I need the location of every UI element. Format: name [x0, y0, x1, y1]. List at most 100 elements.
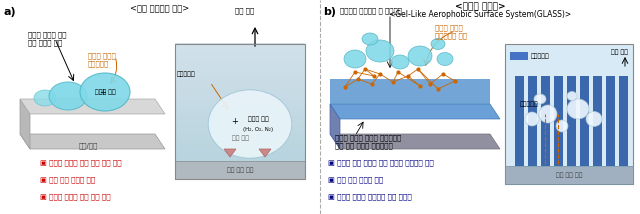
Text: 낮은 압력: 낮은 압력: [611, 49, 628, 55]
Text: 기체 발생 촉매: 기체 발생 촉매: [556, 172, 582, 178]
Text: 촉매 열화: 촉매 열화: [232, 135, 249, 141]
Ellipse shape: [344, 50, 366, 68]
Bar: [175, 156, 305, 161]
Bar: [606, 76, 615, 166]
Text: 부착된 기체로 인한
촉매 비활성 면적: 부착된 기체로 인한 촉매 비활성 면적: [28, 31, 67, 46]
Bar: [175, 83, 305, 89]
Text: <개발한 시스템>: <개발한 시스템>: [454, 2, 506, 11]
Text: 촉매에 차단된
액체전해질: 촉매에 차단된 액체전해질: [88, 52, 116, 67]
Ellipse shape: [525, 112, 539, 126]
Polygon shape: [330, 104, 500, 119]
Bar: [175, 48, 305, 53]
Bar: [528, 76, 537, 166]
Ellipse shape: [391, 55, 409, 69]
Text: b): b): [323, 7, 336, 17]
Text: +: +: [232, 116, 239, 125]
Bar: [175, 119, 305, 125]
Bar: [175, 151, 305, 156]
Text: 지속적인 촉매활성 및 가스생산: 지속적인 촉매활성 및 가스생산: [340, 7, 402, 14]
Bar: [175, 61, 305, 67]
Ellipse shape: [567, 99, 589, 119]
Ellipse shape: [567, 92, 577, 101]
Bar: [175, 52, 305, 58]
Bar: [175, 88, 305, 94]
Bar: [175, 106, 305, 111]
Text: <기존 시스템의 문제>: <기존 시스템의 문제>: [131, 4, 189, 13]
Polygon shape: [259, 149, 271, 157]
Bar: [175, 165, 305, 170]
Ellipse shape: [408, 46, 432, 66]
Text: 촉매에 원활한
액체전해질 공급: 촉매에 원활한 액체전해질 공급: [435, 24, 467, 39]
Bar: [175, 101, 305, 107]
Text: 생산된 기체: 생산된 기체: [248, 116, 268, 122]
Ellipse shape: [208, 90, 292, 158]
Text: ▣ 높은 전기 에너지 소모: ▣ 높은 전기 에너지 소모: [40, 176, 95, 183]
Ellipse shape: [366, 40, 394, 62]
Text: 액체전해질: 액체전해질: [520, 101, 539, 107]
Ellipse shape: [431, 39, 445, 49]
Bar: [175, 97, 305, 103]
Ellipse shape: [534, 94, 546, 104]
Text: 기체 발생 촉매: 기체 발생 촉매: [227, 167, 253, 173]
Bar: [175, 133, 305, 138]
Bar: [175, 128, 305, 134]
Bar: [175, 115, 305, 120]
Bar: [175, 44, 305, 179]
Bar: [175, 92, 305, 98]
Bar: [175, 79, 305, 85]
Polygon shape: [20, 99, 30, 149]
Ellipse shape: [34, 90, 56, 106]
Bar: [510, 52, 528, 60]
Bar: [175, 110, 305, 116]
Bar: [175, 43, 305, 49]
Bar: [175, 70, 305, 76]
Bar: [175, 174, 305, 179]
Ellipse shape: [539, 105, 557, 123]
Polygon shape: [330, 104, 340, 149]
FancyBboxPatch shape: [505, 44, 633, 184]
Text: 생산된 기체: 생산된 기체: [95, 89, 115, 95]
Ellipse shape: [80, 73, 130, 111]
Ellipse shape: [556, 120, 568, 132]
Bar: [580, 76, 589, 166]
Ellipse shape: [586, 111, 602, 126]
Text: ▣ 낮은 전기 에너지 소모: ▣ 낮은 전기 에너지 소모: [328, 176, 383, 183]
Text: 전극/촉매: 전극/촉매: [78, 143, 98, 149]
Bar: [175, 160, 305, 165]
Bar: [175, 169, 305, 174]
Polygon shape: [330, 134, 500, 149]
Text: (H₂, O₂, N₂): (H₂, O₂, N₂): [243, 126, 273, 131]
Text: ▣ 부착된 기체로 인한 전압 상승 유발: ▣ 부착된 기체로 인한 전압 상승 유발: [40, 159, 122, 166]
Ellipse shape: [49, 82, 87, 110]
Bar: [330, 79, 490, 104]
Ellipse shape: [362, 33, 378, 45]
Bar: [175, 147, 305, 152]
Text: ▣ 기체가 촉매의 가해지는 힘을 최소화: ▣ 기체가 촉매의 가해지는 힘을 최소화: [328, 193, 412, 200]
Text: ▣ 신속한 기체 제거로 인한 촉매의 지속적인 활성: ▣ 신속한 기체 제거로 인한 촉매의 지속적인 활성: [328, 159, 434, 166]
Text: 강한 압력: 강한 압력: [236, 7, 255, 14]
Text: <Gel-Like Aerophobic Surface System(GLASS)>: <Gel-Like Aerophobic Surface System(GLAS…: [389, 10, 571, 19]
Ellipse shape: [437, 52, 453, 65]
Bar: [175, 56, 305, 62]
Polygon shape: [20, 99, 165, 114]
Text: 생산된 기체를 빠르게 제거해주는
열린 기공 형태의 하이드로젤: 생산된 기체를 빠르게 제거해주는 열린 기공 형태의 하이드로젤: [335, 134, 401, 149]
Bar: [541, 76, 550, 166]
Text: +: +: [100, 88, 106, 97]
Polygon shape: [20, 134, 165, 149]
Bar: [593, 76, 602, 166]
Bar: [175, 74, 305, 80]
Bar: [505, 166, 633, 184]
Text: 하이드로젤: 하이드로젤: [531, 53, 550, 59]
Polygon shape: [224, 149, 236, 157]
Text: ▣ 기체가 촉매에 강한 힘을 작용: ▣ 기체가 촉매에 강한 힘을 작용: [40, 193, 111, 200]
Bar: [175, 142, 305, 147]
Bar: [175, 65, 305, 71]
Bar: [515, 76, 524, 166]
Bar: [175, 124, 305, 129]
Bar: [554, 76, 563, 166]
Bar: [619, 76, 628, 166]
Bar: [567, 76, 576, 166]
Text: a): a): [4, 7, 17, 17]
Text: 액체전해질: 액체전해질: [177, 71, 196, 77]
Bar: [175, 161, 305, 179]
